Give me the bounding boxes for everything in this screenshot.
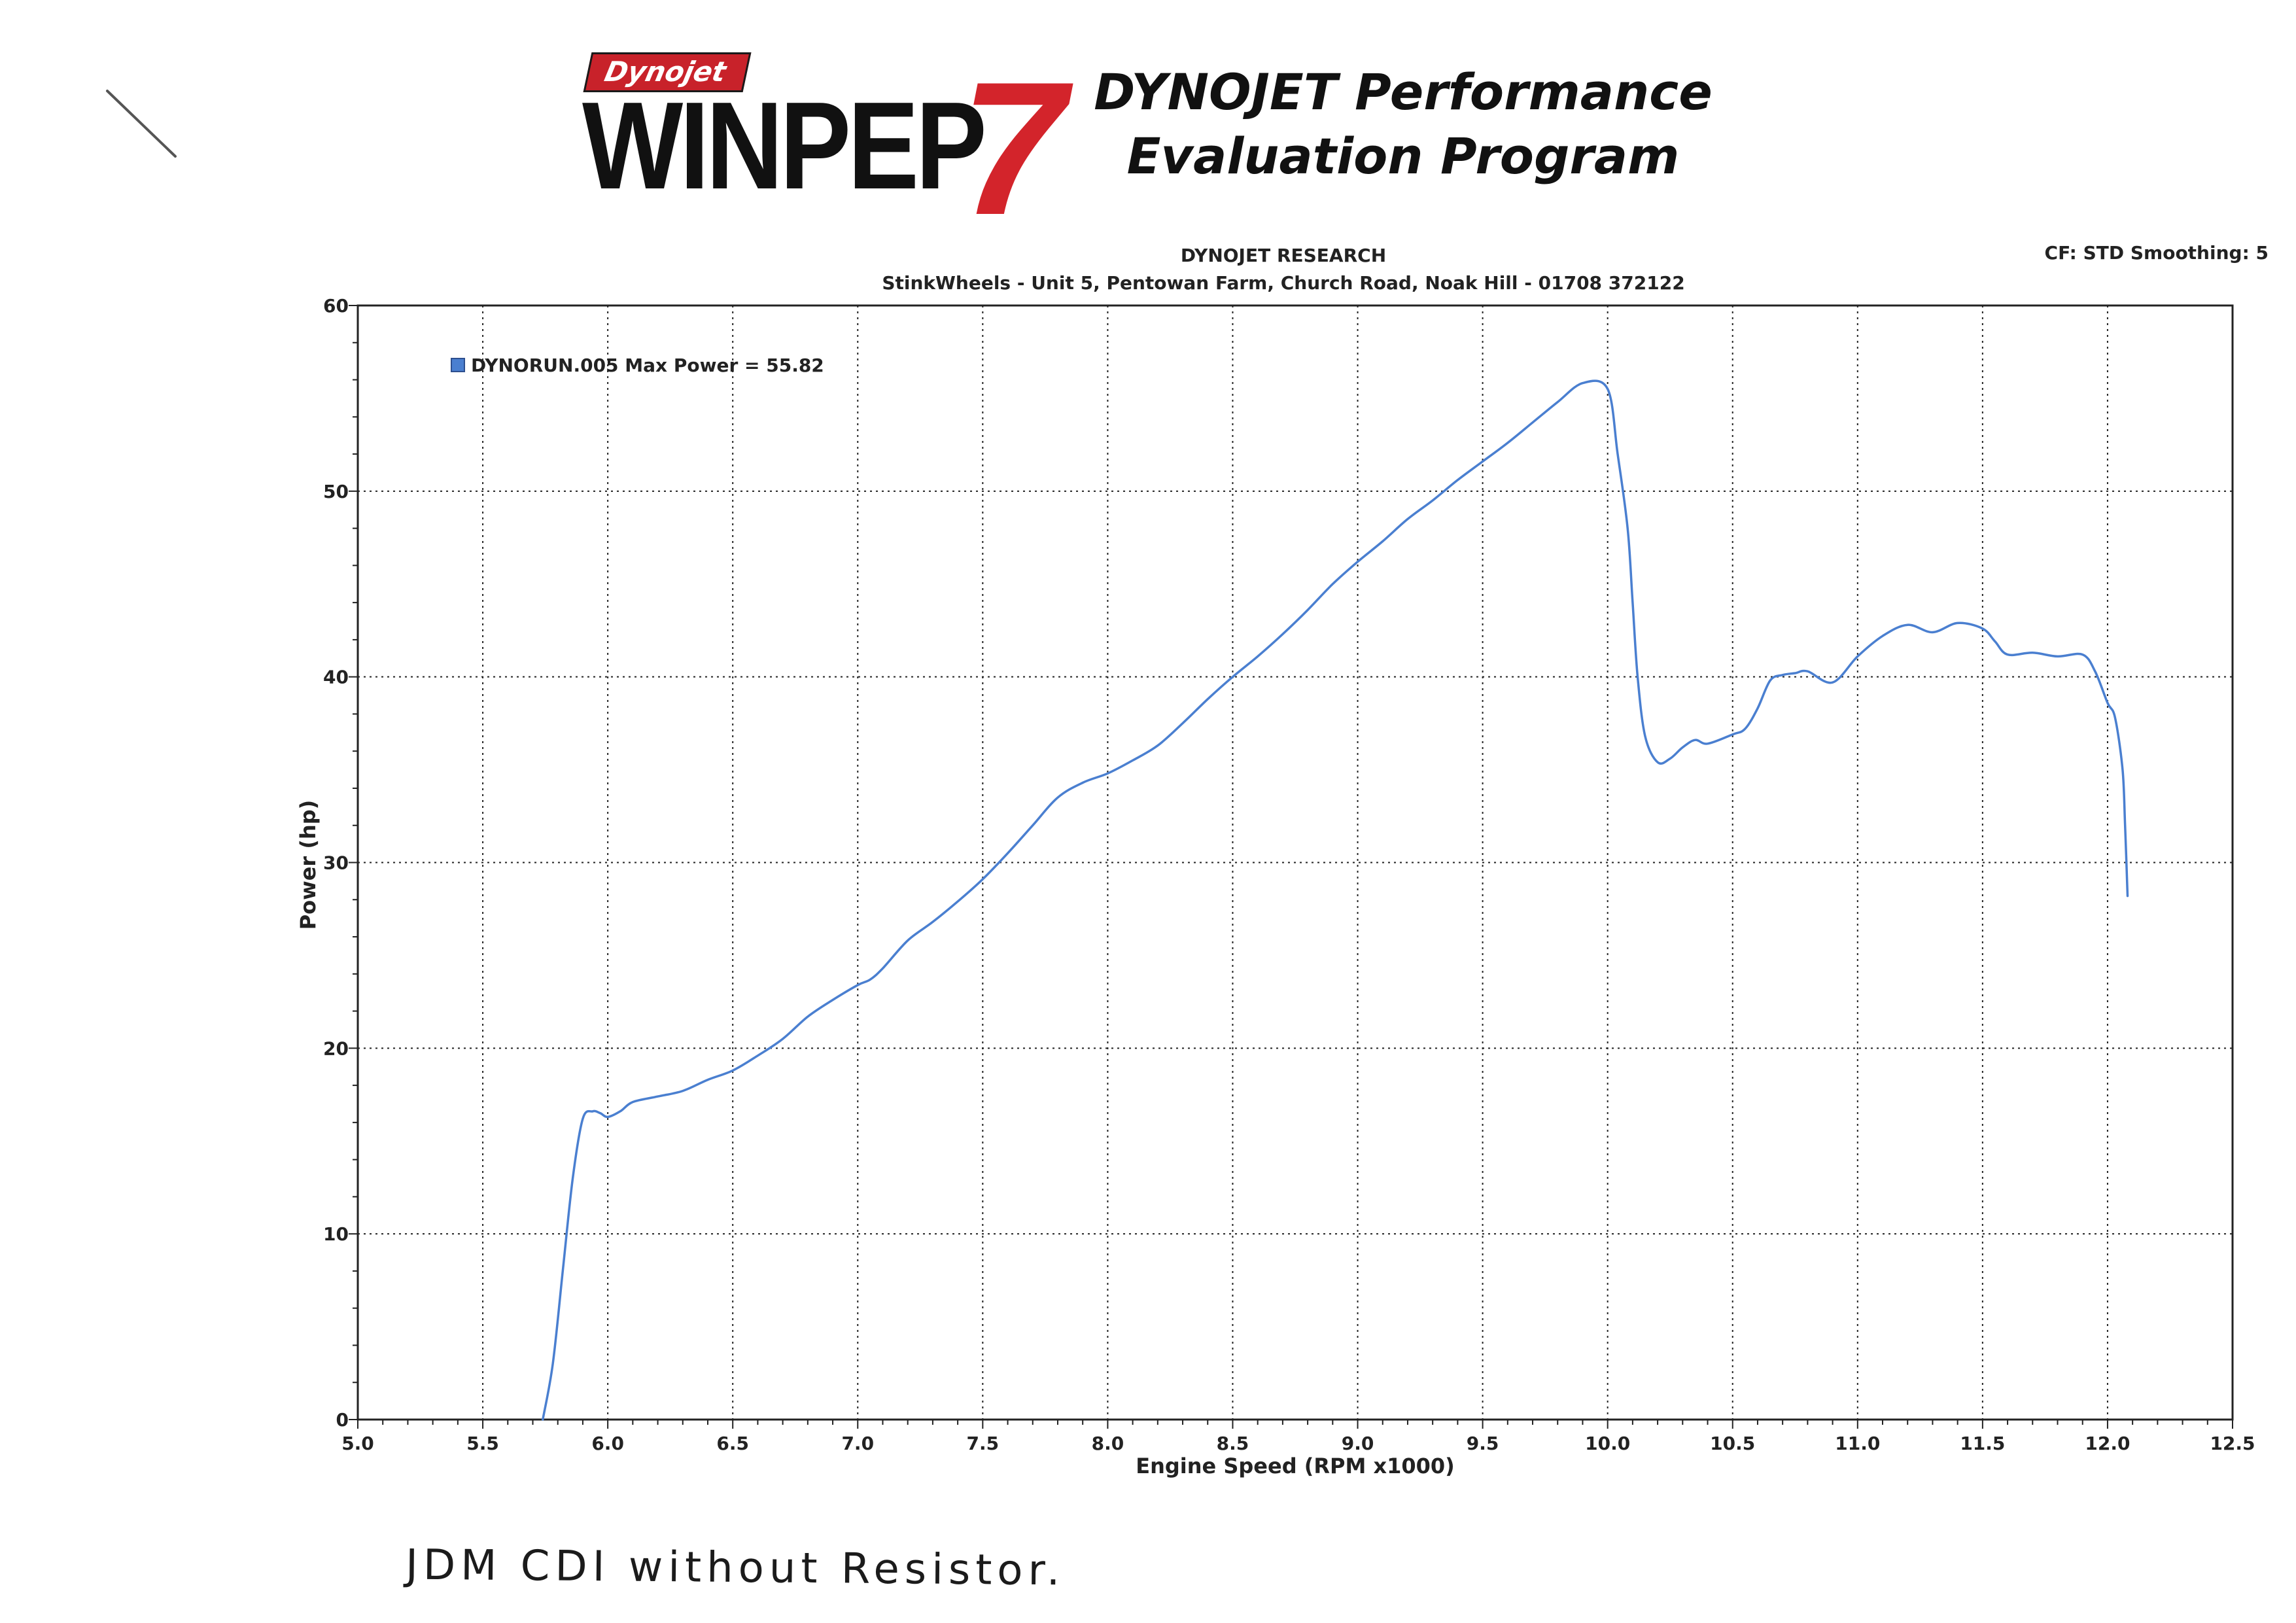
- logo-word-text: WINPEP: [582, 77, 987, 215]
- x-tick-label: 7.0: [841, 1433, 874, 1454]
- x-tick-label: 8.5: [1217, 1433, 1249, 1454]
- x-tick-label: 12.5: [2210, 1433, 2255, 1454]
- logo-version-text: 7: [960, 43, 1066, 254]
- x-tick-label: 12.0: [2085, 1433, 2130, 1454]
- report-settings: CF: STD Smoothing: 5: [2045, 242, 2269, 264]
- y-tick-label: 20: [323, 1038, 349, 1059]
- x-tick-label: 6.5: [716, 1433, 749, 1454]
- y-tick-label: 40: [323, 667, 349, 688]
- product-name-line1: DYNOJET Performance: [1094, 63, 1713, 121]
- x-tick-label: 5.5: [466, 1433, 499, 1454]
- product-name: DYNOJET Performance Evaluation Program: [1073, 60, 1733, 188]
- legend: DYNORUN.005 Max Power = 55.82: [451, 355, 824, 376]
- x-tick-label: 10.0: [1585, 1433, 1630, 1454]
- y-tick-label: 50: [323, 481, 349, 502]
- legend-entry: DYNORUN.005 Max Power = 55.82: [471, 355, 824, 376]
- axis-ticks: [349, 305, 2233, 1429]
- series-line-dynorun-005: [542, 379, 2129, 1421]
- y-tick-label: 30: [323, 852, 349, 874]
- tick-labels: 5.0 5.5 6.0 6.5 7.0 7.5 8.0 8.5 9.0 9.5 10.0 10.5 11…: [323, 295, 2255, 1454]
- report-subtitle: StinkWheels - Unit 5, Pentowan Farm, Chu…: [882, 272, 1684, 294]
- y-tick-label: 60: [323, 295, 349, 317]
- x-axis-title: Engine Speed (RPM x1000): [1136, 1454, 1455, 1478]
- y-tick-label: 10: [323, 1223, 349, 1245]
- x-tick-label: 6.0: [591, 1433, 624, 1454]
- handwritten-note: JDM CDI without Resistor.: [405, 1541, 1066, 1596]
- x-tick-label: 8.0: [1092, 1433, 1124, 1454]
- y-axis-title: Power (hp): [296, 800, 321, 930]
- y-tick-label: 0: [336, 1409, 349, 1431]
- x-tick-label: 11.0: [1835, 1433, 1880, 1454]
- pencil-stroke-mark: [106, 90, 177, 158]
- x-tick-label: 10.5: [1710, 1433, 1755, 1454]
- x-tick-label: 5.0: [341, 1433, 374, 1454]
- x-tick-label: 9.0: [1342, 1433, 1374, 1454]
- product-name-line2: Evaluation Program: [1126, 127, 1680, 185]
- winpep-logo: Dynojet WINPEP 7: [582, 52, 1066, 243]
- x-tick-label: 11.5: [1960, 1433, 2005, 1454]
- legend-swatch: [451, 358, 465, 372]
- grid-lines: [358, 305, 2233, 1420]
- x-tick-label: 7.5: [967, 1433, 1000, 1454]
- report-title: DYNOJET RESEARCH: [1181, 245, 1386, 266]
- x-tick-label: 9.5: [1467, 1433, 1499, 1454]
